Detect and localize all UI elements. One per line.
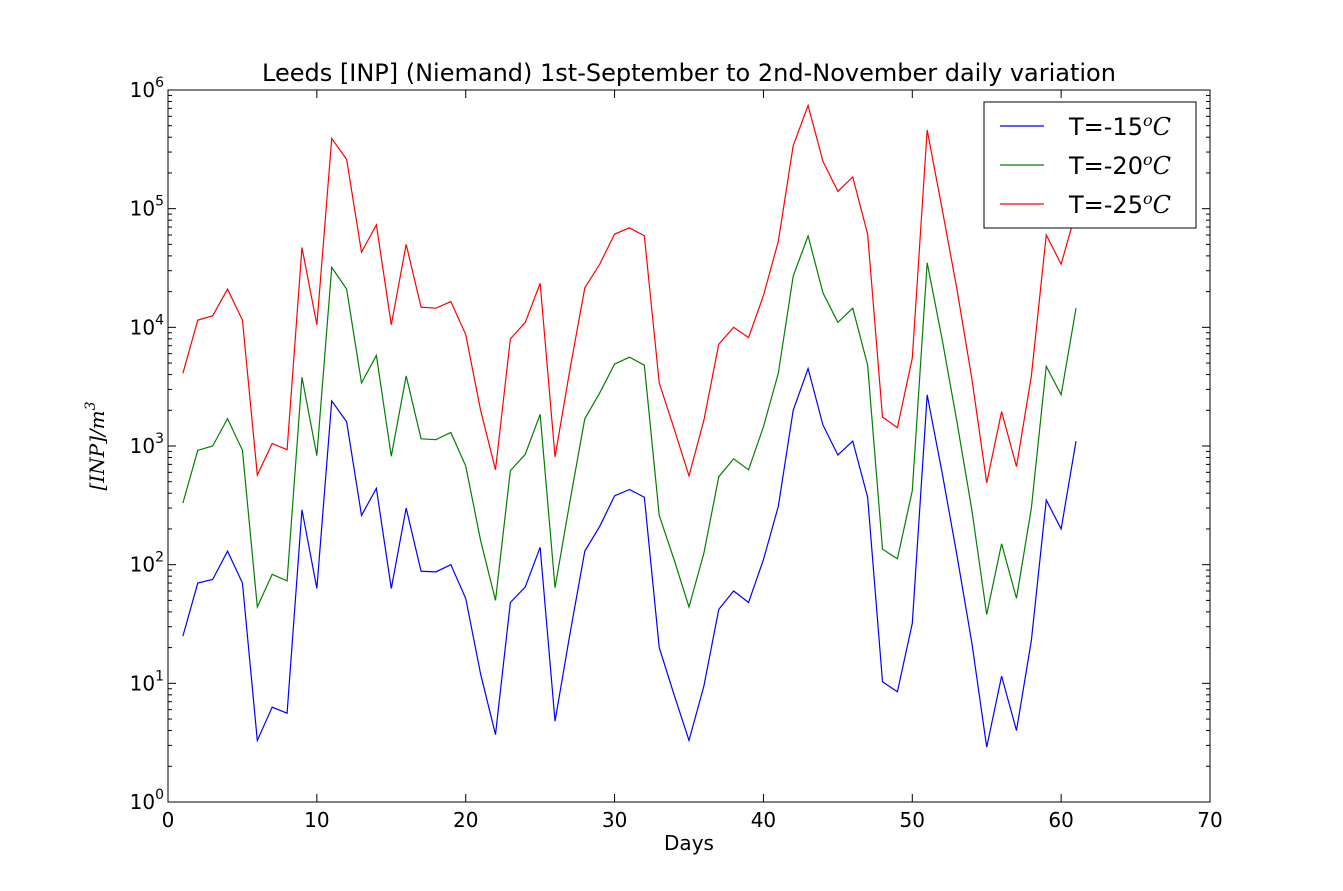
y-tick-label-exponent: 6 (155, 75, 164, 91)
chart-title: Leeds [INP] (Niemand) 1st-September to 2… (262, 59, 1116, 87)
y-tick-label: 103 (130, 431, 164, 458)
y-tick-label: 105 (130, 194, 164, 221)
legend-label-name: T=-25 (1068, 191, 1143, 219)
x-tick-label: 40 (751, 808, 776, 832)
x-tick-label: 0 (162, 808, 175, 832)
x-tick-label: 60 (1048, 808, 1073, 832)
y-axis-label-text: [INP]/m (85, 410, 109, 490)
y-axis-label-exponent: 3 (83, 401, 99, 410)
series-line-1 (182, 366, 1077, 748)
y-tick-label-exponent: 2 (155, 550, 164, 566)
legend-label-degree: o (1143, 111, 1153, 130)
x-tick-label: 20 (453, 808, 478, 832)
y-tick-label-base: 10 (130, 790, 155, 814)
y-tick-label: 106 (130, 75, 164, 102)
y-tick-label-base: 10 (130, 315, 155, 339)
series-layer (182, 103, 1077, 748)
y-tick-label-exponent: 0 (155, 787, 164, 803)
y-tick-label: 104 (130, 312, 164, 339)
y-tick-label: 101 (130, 668, 164, 695)
legend-label-2: T=-20oC (1068, 150, 1171, 180)
y-tick-label-exponent: 1 (155, 668, 164, 684)
series-line-3 (182, 103, 1077, 483)
y-tick-label-exponent: 3 (155, 431, 164, 447)
x-axis-label: Days (664, 831, 714, 855)
y-tick-label-exponent: 4 (155, 312, 164, 328)
legend-label-degree: o (1143, 189, 1153, 208)
y-tick-label-base: 10 (130, 553, 155, 577)
legend-label-name: T=-15 (1068, 113, 1143, 141)
x-tick-label: 10 (304, 808, 329, 832)
legend-label-degree: o (1143, 150, 1153, 169)
legend-label-3: T=-25oC (1068, 189, 1171, 219)
y-tick-label-base: 10 (130, 671, 155, 695)
legend-label-unit: C (1153, 113, 1171, 141)
y-tick-label: 100 (130, 787, 164, 814)
y-tick-label-base: 10 (130, 434, 155, 458)
series-line-2 (182, 233, 1077, 615)
legend-label-1: T=-15oC (1068, 111, 1171, 141)
legend-label-name: T=-20 (1068, 152, 1143, 180)
y-tick-label-base: 10 (130, 197, 155, 221)
x-tick-label: 50 (900, 808, 925, 832)
legend-label-unit: C (1153, 152, 1171, 180)
x-tick-label: 70 (1197, 808, 1222, 832)
y-axis-label: [INP]/m3 (83, 401, 109, 490)
y-tick-label-base: 10 (130, 78, 155, 102)
y-tick-label: 102 (130, 550, 164, 577)
y-tick-label-exponent: 5 (155, 194, 164, 210)
legend-label-unit: C (1153, 191, 1171, 219)
x-tick-label: 30 (602, 808, 627, 832)
